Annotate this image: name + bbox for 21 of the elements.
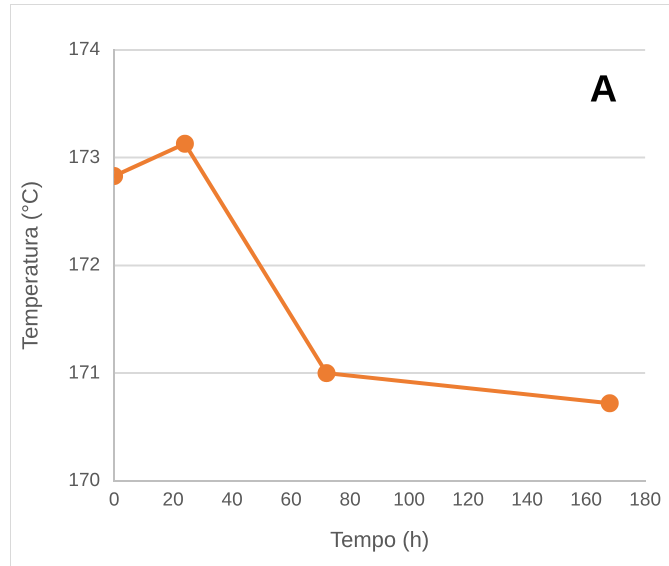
y-tick-label: 170 [68, 470, 100, 492]
x-tick-label: 100 [393, 489, 425, 510]
y-axis-title: Temperatura (°C) [17, 180, 42, 350]
x-tick-label: 140 [511, 489, 543, 510]
x-tick-label: 60 [280, 489, 302, 510]
y-tick-label: 173 [68, 146, 100, 168]
y-tick-label: 171 [68, 362, 100, 384]
x-tick-label: 80 [340, 489, 361, 510]
y-tick-label: 174 [68, 39, 101, 60]
point [600, 394, 619, 412]
x-tick-label: 120 [452, 489, 484, 510]
x-tick-label: 0 [108, 489, 120, 510]
point [176, 134, 194, 153]
x-tick-label: 160 [570, 489, 602, 510]
x-axis-title: Tempo (h) [330, 526, 430, 552]
x-tick-label: 40 [222, 489, 243, 510]
point [318, 364, 336, 382]
y-tick-label: 172 [68, 254, 100, 276]
annotation: A [590, 68, 618, 110]
x-tick-label: 20 [162, 489, 184, 510]
x-tick-label: 180 [629, 489, 661, 510]
